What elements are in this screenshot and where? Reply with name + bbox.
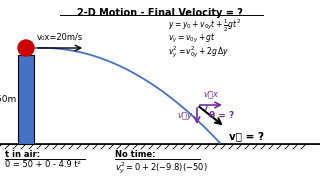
Text: h = 50m: h = 50m — [0, 95, 16, 104]
Text: v႒x: v႒x — [204, 90, 219, 99]
Text: θ = ?: θ = ? — [209, 111, 234, 120]
Text: 0 = 50 + 0 - 4.9 t²: 0 = 50 + 0 - 4.9 t² — [5, 160, 81, 169]
Text: v႒y: v႒y — [177, 111, 192, 120]
Text: $y = y_0 + v_{0y}t + \frac{1}{2}gt^2$: $y = y_0 + v_{0y}t + \frac{1}{2}gt^2$ — [168, 18, 241, 34]
Text: v႒ = ?: v႒ = ? — [229, 131, 264, 141]
Text: v₀x=20m/s: v₀x=20m/s — [37, 33, 83, 42]
Text: $v_y^2= 0 + 2(-9.8)(-50)$: $v_y^2= 0 + 2(-9.8)(-50)$ — [115, 160, 208, 176]
Text: $v_y = v_{0y} + gt$: $v_y = v_{0y} + gt$ — [168, 32, 216, 45]
Text: t in air:: t in air: — [5, 150, 40, 159]
Bar — [18, 55, 34, 144]
Text: No time:: No time: — [115, 150, 156, 159]
Circle shape — [18, 40, 34, 56]
Text: $v_y^2 = v_{0y}^2 + 2g\,\Delta y$: $v_y^2 = v_{0y}^2 + 2g\,\Delta y$ — [168, 44, 229, 60]
Text: 2-D Motion - Final Velocity = ?: 2-D Motion - Final Velocity = ? — [77, 8, 243, 18]
